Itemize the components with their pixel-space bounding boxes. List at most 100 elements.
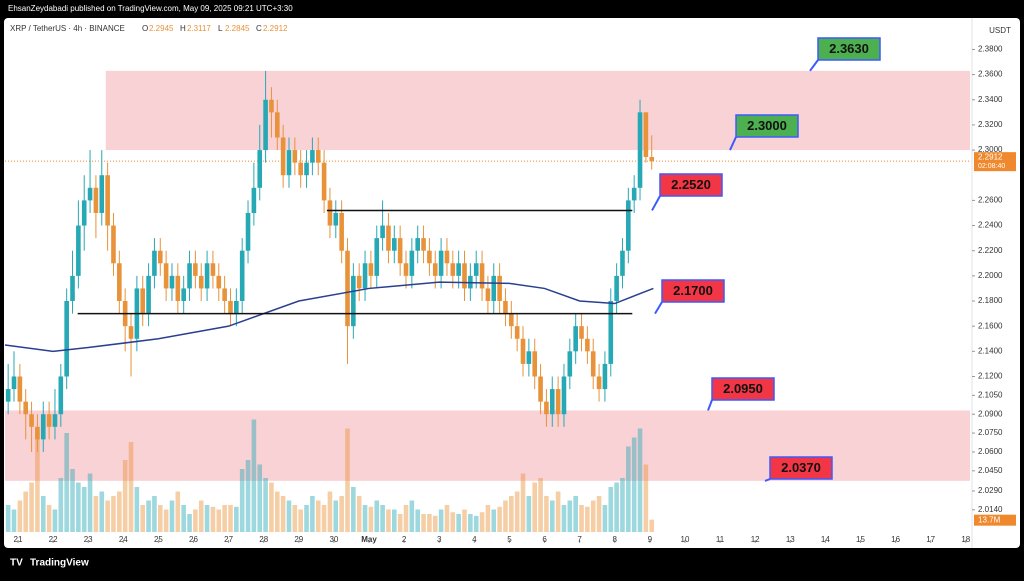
volume-label: 13.7M: [978, 515, 1001, 524]
candle-body: [35, 426, 40, 440]
volume-bar: [234, 506, 239, 532]
volume-bar: [152, 496, 157, 532]
candle-body: [5, 389, 11, 402]
volume-bar: [321, 505, 327, 532]
volume-bar: [35, 433, 40, 532]
candle-body: [11, 376, 17, 390]
candle-body: [497, 275, 502, 302]
volume-bar: [204, 505, 210, 532]
volume-bar: [111, 496, 116, 532]
candle-body: [573, 326, 578, 352]
volume-bar: [93, 496, 99, 532]
x-tick-label: 16: [891, 535, 900, 544]
candle-body: [362, 263, 368, 289]
volume-bar: [526, 496, 532, 532]
volume-bar: [23, 491, 29, 532]
candle-body: [210, 263, 216, 276]
volume-bar: [362, 505, 368, 532]
candle-body: [234, 301, 239, 314]
volume-bar: [286, 500, 292, 532]
candle-body: [351, 275, 356, 327]
volume-bar: [263, 478, 268, 532]
candle-body: [380, 225, 385, 239]
volume-bar: [485, 505, 491, 532]
y-tick-label: 2.3400: [978, 95, 1003, 104]
y-tick-label: 2.3600: [978, 70, 1003, 79]
annotation-box: [659, 173, 723, 197]
candle-body: [105, 175, 110, 226]
candle-body: [631, 187, 637, 201]
annotation-arrow: [809, 59, 819, 72]
candle-body: [614, 275, 619, 302]
currency: USDT: [989, 26, 1011, 35]
candle-body: [579, 326, 584, 339]
x-tick-label: 8: [613, 535, 618, 544]
y-tick-label: 2.3000: [978, 145, 1003, 154]
candle-body: [403, 263, 409, 276]
candle-body: [263, 99, 268, 151]
volume-bar: [509, 496, 514, 532]
volume-bar: [409, 500, 415, 532]
candle-body: [526, 351, 532, 364]
volume-bar: [456, 514, 461, 532]
annotation-label: 2.2520: [671, 177, 711, 192]
volume-bar: [146, 500, 151, 532]
candle-body: [257, 150, 263, 188]
candle-body: [590, 351, 596, 377]
candle-body: [561, 376, 567, 415]
x-tick-label: 18: [961, 535, 970, 544]
volume-bar: [134, 487, 140, 532]
annotation-arrow: [729, 136, 737, 151]
volume-bar: [274, 491, 280, 532]
volume-bar: [532, 482, 538, 532]
volume-bar: [58, 478, 64, 532]
ohlc-key: H: [180, 24, 186, 33]
volume-bar: [175, 491, 181, 532]
candle-body: [444, 250, 450, 264]
candle-body: [23, 401, 29, 415]
y-tick-label: 2.0140: [978, 505, 1003, 514]
volume-bar: [117, 491, 122, 532]
annotation-box: [735, 114, 799, 138]
candle-body: [549, 389, 555, 415]
x-tick-label: 3: [437, 535, 442, 544]
volume-bar: [333, 500, 339, 532]
y-tick-label: 2.2600: [978, 195, 1003, 204]
candle-body: [163, 263, 169, 289]
x-tick-label: 29: [294, 535, 303, 544]
volume-bar: [549, 500, 555, 532]
volume-bar: [643, 464, 649, 532]
y-tick-label: 2.0750: [978, 428, 1003, 437]
candle-body: [608, 301, 614, 364]
candle-body: [386, 225, 391, 251]
volume-bar: [187, 514, 192, 532]
x-tick-label: 12: [751, 535, 760, 544]
candle-body: [58, 376, 64, 415]
volume-bar: [52, 509, 58, 532]
x-tick-label: 2: [402, 535, 407, 544]
volume-bar: [298, 509, 303, 532]
candle-body: [204, 263, 210, 289]
candle-body: [532, 351, 538, 377]
candle-body: [40, 414, 46, 440]
candle-body: [368, 263, 374, 276]
ohlc-value: 2.2945: [149, 24, 174, 33]
candle-body: [175, 275, 181, 302]
annotation-label: 2.1700: [673, 283, 713, 298]
x-tick-label: 10: [681, 535, 690, 544]
candle-body: [146, 275, 151, 314]
y-tick-label: 2.2400: [978, 221, 1003, 230]
ohlc-value: 2.2845: [225, 24, 250, 33]
ohlc-key: L: [218, 24, 223, 33]
volume-bar: [544, 496, 549, 532]
countdown: 02:08:40: [978, 163, 1005, 170]
candle-body: [198, 275, 204, 289]
candle-body: [140, 288, 146, 314]
y-tick-label: 2.1200: [978, 372, 1003, 381]
candle-body: [315, 150, 321, 163]
volume-bar: [70, 469, 75, 532]
candle-body: [117, 263, 122, 302]
volume-bar: [216, 509, 222, 532]
volume-bar: [315, 500, 321, 532]
